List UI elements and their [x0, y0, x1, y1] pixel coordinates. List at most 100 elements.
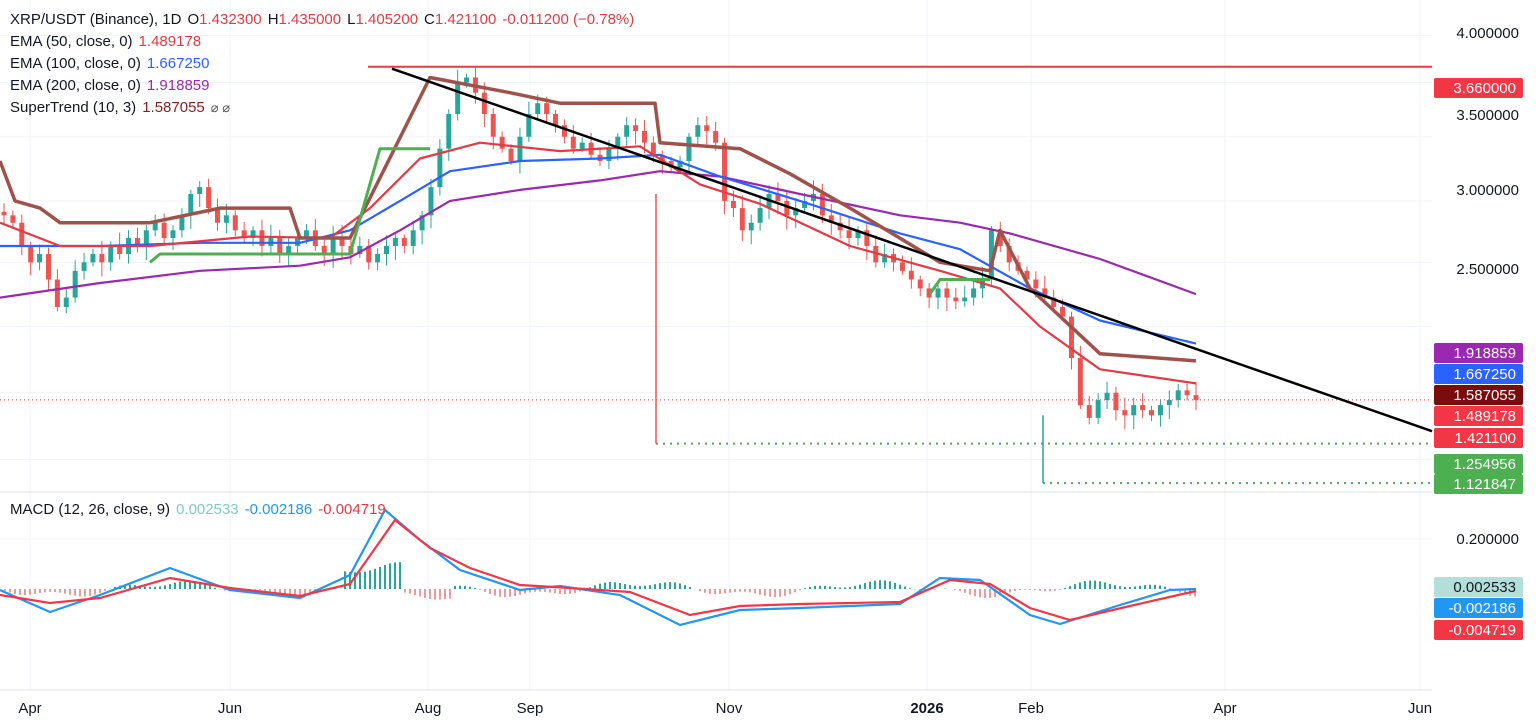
candle-body — [286, 245, 292, 255]
ema100-legend[interactable]: EMA (100, close, 0) 1.667250 — [10, 53, 215, 75]
macd-histogram-bar — [504, 589, 506, 598]
macd-histogram-bar — [284, 589, 286, 597]
candle-body — [971, 288, 977, 298]
candle-body — [561, 125, 567, 137]
macd-histogram-bar — [564, 589, 566, 595]
macd-histogram-bar — [1119, 586, 1121, 589]
visibility-toggle-icon[interactable]: ⌀ ⌀ — [210, 100, 231, 115]
macd-histogram-bar — [734, 589, 736, 592]
candle-body — [517, 136, 523, 162]
macd-histogram-bar — [1184, 589, 1186, 595]
macd-tag-label: 0.002533 — [1453, 579, 1516, 596]
candle-body — [72, 270, 78, 298]
price-axis[interactable]: 4.000000 3.500000 3.000000 2.500000 0.200000… — [1434, 25, 1523, 640]
macd-histogram-bar — [389, 563, 391, 589]
macd-histogram-bar — [349, 571, 351, 589]
ema200-legend[interactable]: EMA (200, close, 0) 1.918859 — [10, 75, 215, 97]
macd-pane — [0, 508, 1432, 627]
macd-histogram-bar — [409, 589, 411, 594]
candle-body — [730, 200, 736, 209]
macd-histogram-bar — [264, 589, 266, 591]
symbol-title[interactable]: XRP/USDT (Binance), 1D — [10, 11, 182, 28]
macd-histogram-bar — [1129, 586, 1131, 589]
macd-histogram-bar — [524, 589, 526, 594]
macd-histogram-bar — [529, 589, 531, 593]
signal-line — [0, 518, 1197, 622]
time-axis[interactable]: Apr Jun Aug Sep Nov 2026 Feb Apr Jun — [18, 700, 1432, 717]
price-tick-label: 4.000000 — [1456, 25, 1519, 42]
macd-histogram-bar — [184, 580, 186, 589]
open-label: O — [187, 11, 200, 28]
candle-body — [330, 238, 336, 255]
low-value: 1.405200 — [355, 11, 419, 28]
macd-legend[interactable]: MACD (12, 26, close, 9) 0.002533 -0.002186… — [10, 499, 392, 521]
candle-body — [99, 254, 105, 263]
candle-body — [1051, 297, 1057, 307]
trendline — [391, 67, 1433, 433]
candle-body — [553, 114, 559, 126]
macd-histogram-bar — [534, 589, 536, 592]
candle-body — [935, 288, 941, 298]
candle-body — [1104, 392, 1110, 401]
macd-histogram-bar — [69, 589, 71, 595]
macd-histogram-bar — [444, 589, 446, 600]
candle-body — [748, 222, 754, 231]
macd-line-value: -0.002186 — [244, 501, 313, 518]
macd-histogram-bar — [1009, 589, 1011, 593]
macd-histogram-bar — [204, 583, 206, 589]
candle-body — [197, 187, 203, 194]
macd-histogram-bar — [894, 582, 896, 589]
price-tick-label: 3.000000 — [1456, 182, 1519, 199]
candle-body — [19, 222, 25, 246]
macd-histogram-bar — [474, 588, 476, 589]
candle-body — [152, 222, 158, 231]
macd-histogram-bar — [759, 589, 761, 595]
macd-histogram-bar — [659, 583, 661, 589]
macd-histogram-bar — [669, 582, 671, 589]
macd-histogram-bar — [394, 562, 396, 589]
candle-body — [775, 193, 781, 201]
macd-histogram-bar — [89, 589, 91, 596]
candle-body — [953, 297, 959, 302]
candle-body — [828, 215, 834, 223]
macd-histogram-bar — [969, 589, 971, 595]
candlestick-series — [1, 66, 1199, 430]
candle-body — [1095, 400, 1101, 418]
supertrend-value: 1.587055 — [142, 99, 205, 116]
macd-histogram-bar — [1104, 582, 1106, 589]
macd-histogram-bar — [779, 589, 781, 597]
macd-histogram-bar — [99, 589, 101, 593]
macd-histogram-bar — [704, 589, 706, 593]
close-value: 1.421100 — [434, 11, 497, 28]
candle-body — [570, 136, 576, 149]
macd-histogram-bar — [879, 580, 881, 589]
macd-histogram-bar — [844, 587, 846, 589]
macd-histogram-bar — [289, 589, 291, 598]
macd-histogram-bar — [94, 589, 96, 595]
macd-histogram-bar — [719, 589, 721, 595]
ema50-legend[interactable]: EMA (50, close, 0) 1.489178 — [10, 31, 207, 53]
macd-histogram-bar — [989, 589, 991, 598]
candle-body — [1068, 316, 1074, 359]
candle-body — [419, 215, 425, 231]
macd-histogram-bar — [654, 584, 656, 589]
ema50-label: EMA (50, close, 0) — [10, 33, 133, 50]
macd-histogram-bar — [384, 565, 386, 589]
price-tick-label: 2.500000 — [1456, 261, 1519, 278]
macd-histogram-bar — [674, 582, 676, 589]
macd-histogram-bar — [604, 582, 606, 589]
candle-body — [802, 200, 808, 209]
candle-body — [917, 279, 923, 289]
candle-body — [1131, 405, 1137, 416]
macd-histogram-bar — [539, 589, 541, 592]
candle-body — [366, 245, 372, 263]
macd-histogram-bar — [464, 585, 466, 589]
macd-histogram-bar — [554, 589, 556, 594]
candle-body — [908, 270, 914, 280]
close-label: C — [424, 11, 435, 28]
candle-body — [108, 245, 114, 263]
macd-histogram-bar — [574, 589, 576, 593]
supertrend-legend[interactable]: SuperTrend (10, 3) 1.587055 ⌀ ⌀ — [10, 97, 236, 119]
time-tick-label: Feb — [1018, 700, 1044, 717]
